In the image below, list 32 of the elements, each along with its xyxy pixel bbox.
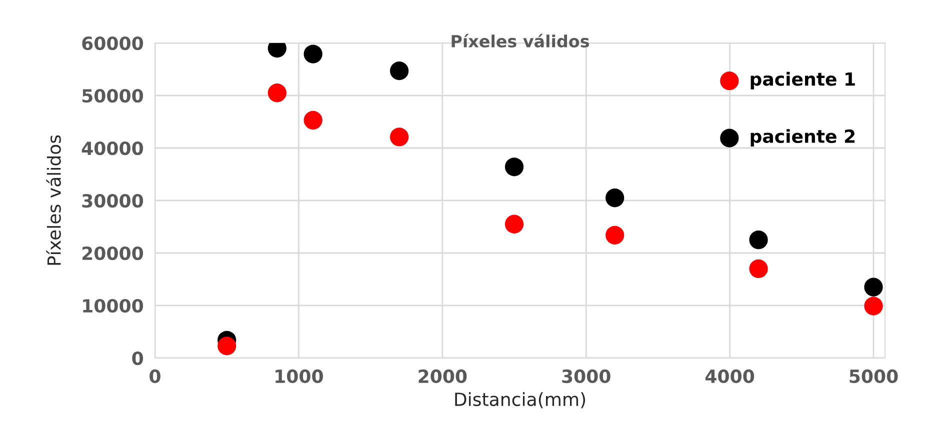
y-tick-label: 10000 [83,298,144,313]
point [606,188,624,208]
x-axis-title: Distancia(mm) [455,392,586,408]
y-axis-title: Píxeles válidos [46,135,61,265]
point [749,230,768,250]
point [390,62,409,80]
y-tick-label: 20000 [82,246,144,260]
y-tick-label: 60000 [82,36,144,50]
x-tick-label: 3000 [562,369,610,384]
x-tick-label: 5000 [850,369,898,384]
point [606,226,624,244]
legend-label: paciente 1 [750,72,855,90]
point [268,84,286,102]
y-tick-label: 30000 [82,194,144,208]
point [864,278,883,296]
x-tick-label: 1000 [276,369,323,384]
point [218,336,236,356]
x-tick-label: 0 [150,369,160,384]
y-tick-label: 40000 [82,141,144,156]
point [864,296,883,316]
point [504,158,524,176]
y-tick-label: 50000 [82,88,144,103]
y-tick-label: 0 [132,351,144,366]
point [304,110,322,130]
point [304,44,322,64]
point [749,259,768,278]
point [390,128,409,146]
point [504,214,524,234]
x-tick-label: 2000 [418,369,467,384]
legend-label: paciente 2 [750,129,855,147]
x-tick-label: 4000 [705,369,754,384]
chart-title: Píxeles válidos [452,34,589,48]
